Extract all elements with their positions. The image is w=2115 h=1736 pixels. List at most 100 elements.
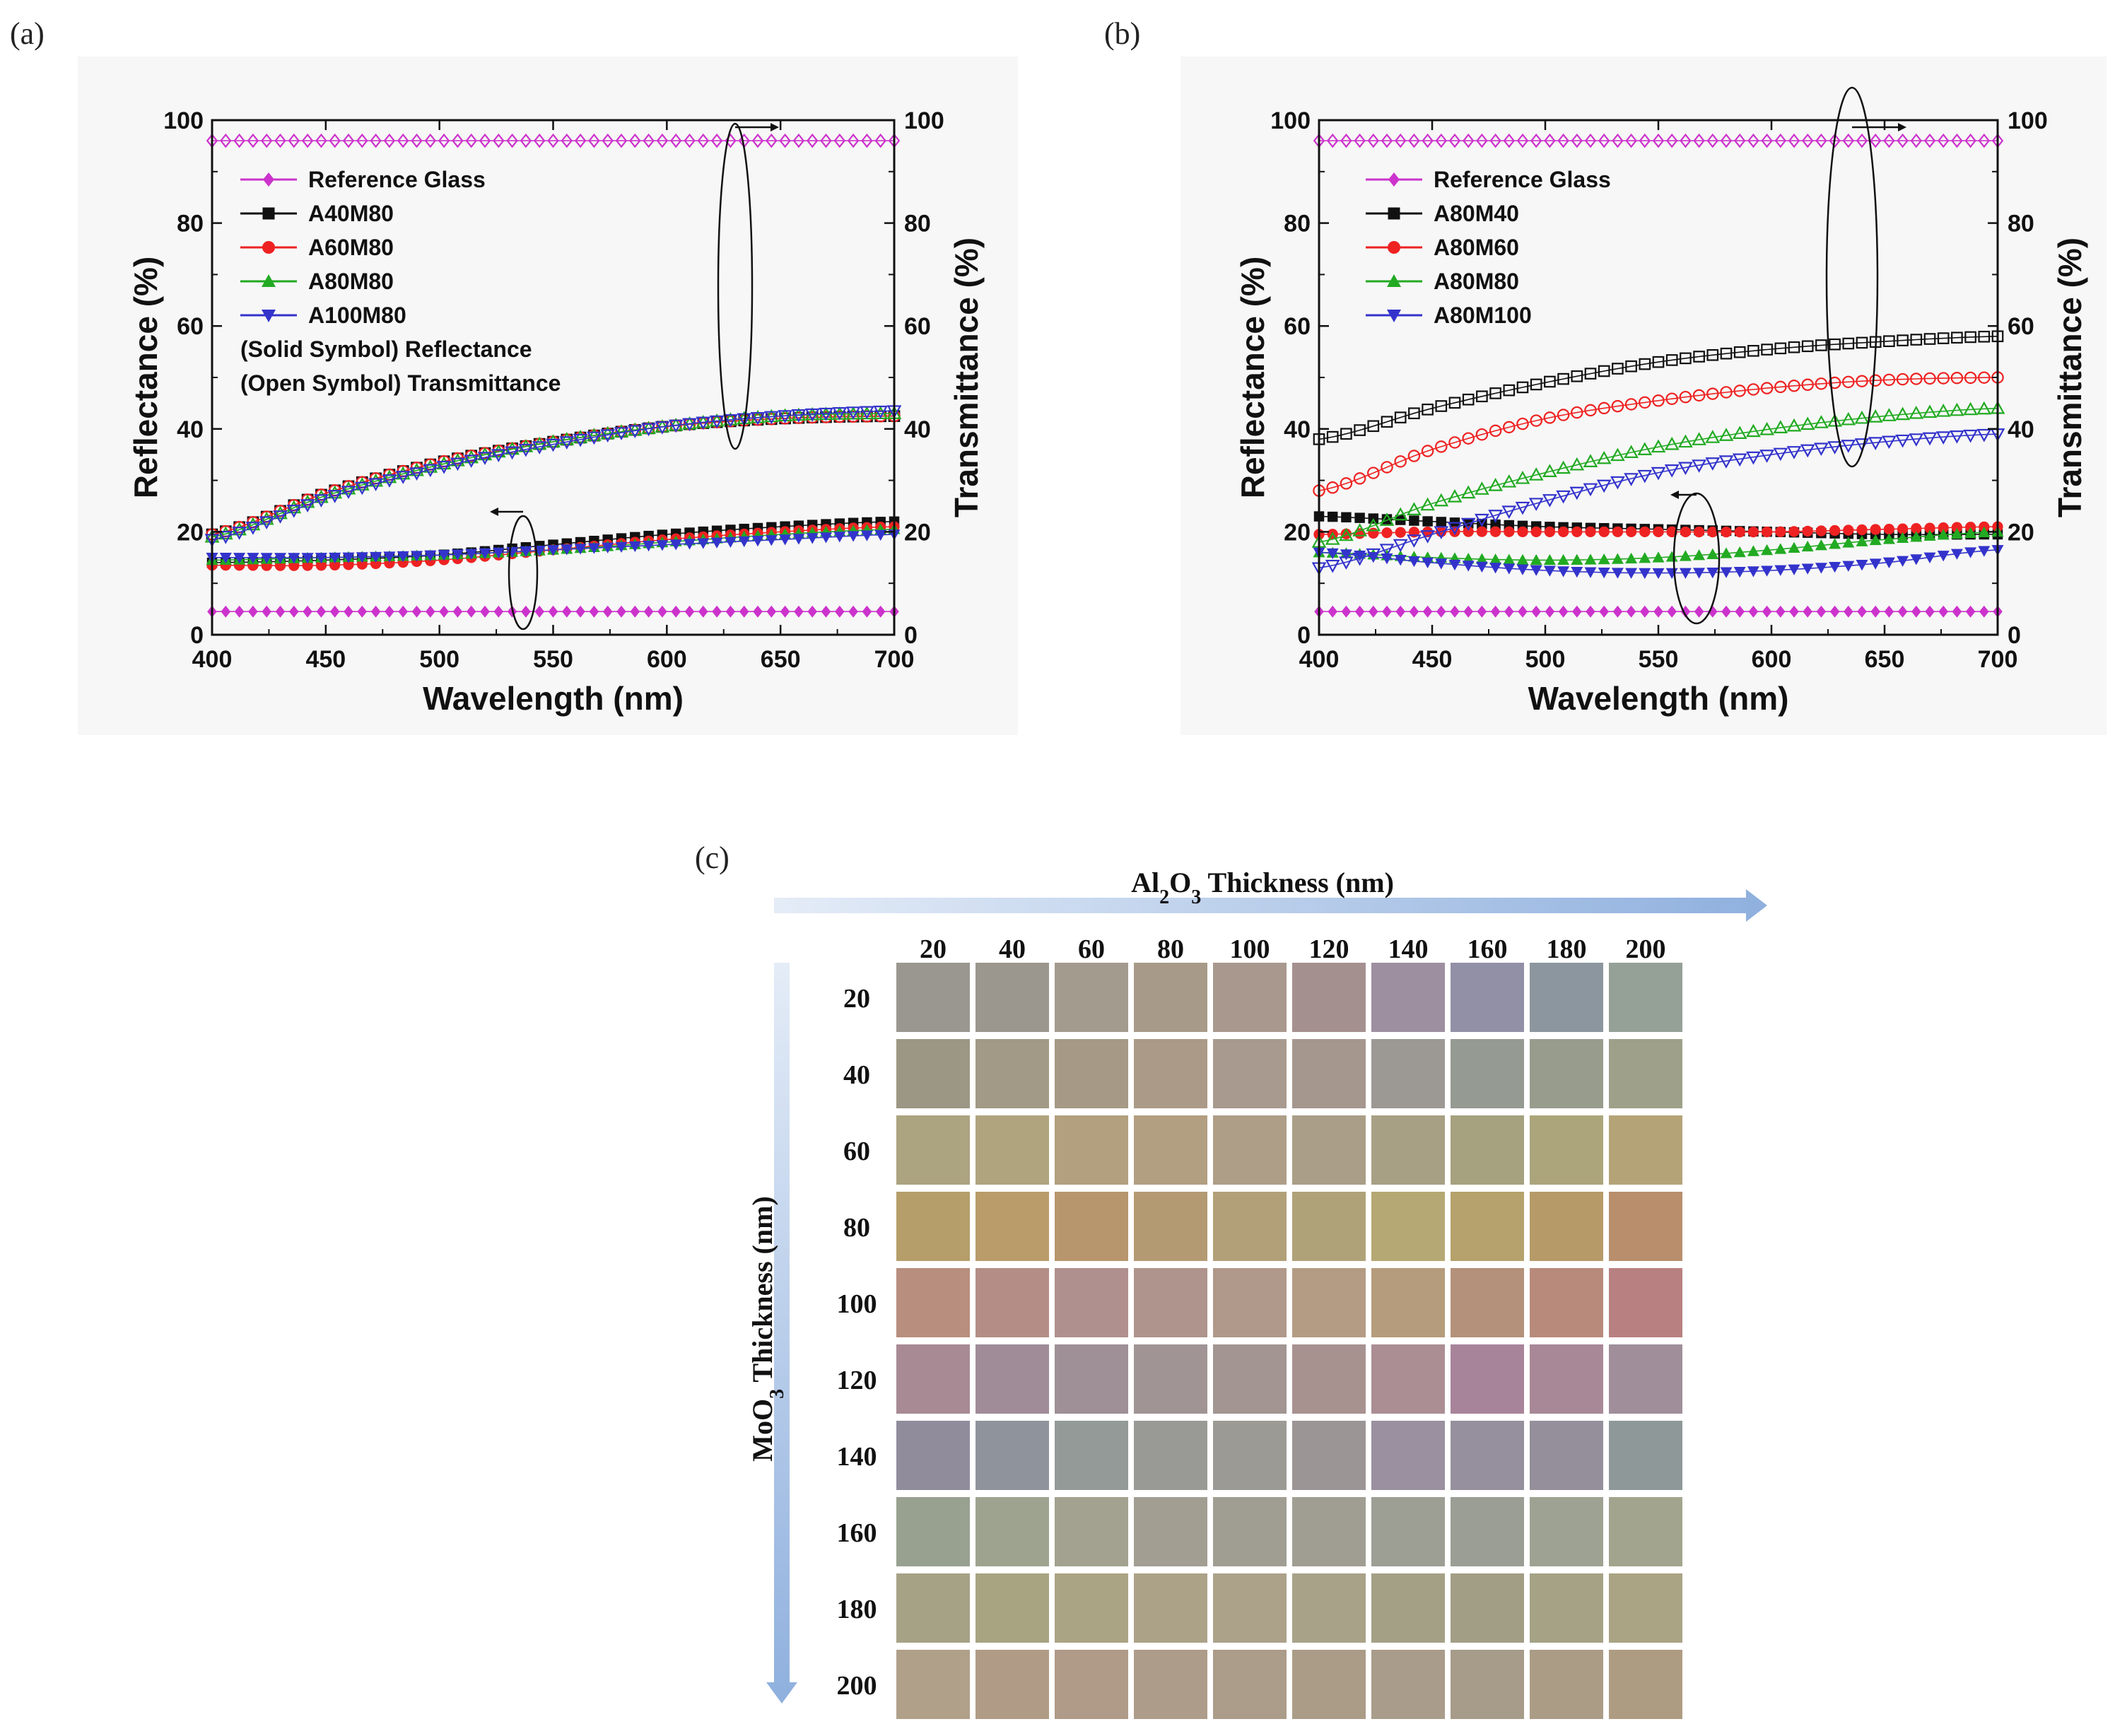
legend: Reference Glass A40M80 A60M80 A80M80 A100M80… xyxy=(240,167,561,396)
reflectance-point xyxy=(1625,526,1637,538)
reflectance-point xyxy=(1557,526,1569,538)
transmittance-point xyxy=(1366,517,1381,532)
color-cell xyxy=(1530,1573,1603,1643)
color-cell xyxy=(1609,1650,1682,1719)
reflectance-point xyxy=(1640,605,1650,618)
transmittance-point xyxy=(1598,133,1610,148)
annotation-arrowhead xyxy=(490,508,498,516)
reflectance-point xyxy=(1721,527,1732,538)
reflectance-point xyxy=(1448,559,1461,571)
transmittance-point xyxy=(1718,455,1734,469)
reflectance-point xyxy=(248,605,258,618)
transmittance-point xyxy=(1692,389,1706,402)
x-tick-label: 650 xyxy=(1865,646,1905,673)
transmittance-line xyxy=(1318,407,1998,543)
transmittance-point xyxy=(286,505,302,518)
reflectance-point xyxy=(630,605,640,618)
reflectance-point xyxy=(547,545,559,556)
color-cell xyxy=(976,1573,1049,1643)
transmittance-point xyxy=(1407,534,1422,548)
y-axis-title-part: 3 xyxy=(766,1389,788,1399)
transmittance-point xyxy=(1544,133,1556,148)
column-label: 40 xyxy=(999,934,1026,964)
transmittance-point xyxy=(1460,517,1476,532)
reflectance-point xyxy=(1679,550,1692,561)
reflectance-point xyxy=(303,605,312,618)
transmittance-point xyxy=(1856,375,1868,387)
reflectance-point xyxy=(1842,536,1855,548)
x-axis-title-part: Al xyxy=(1131,867,1159,898)
reflectance-point xyxy=(712,605,722,618)
transmittance-point xyxy=(1935,404,1951,417)
reflectance-point xyxy=(370,551,382,563)
reflectance-point xyxy=(1923,529,1936,541)
transmittance-point xyxy=(1639,133,1651,148)
transmittance-point xyxy=(1856,336,1868,349)
column-label: 80 xyxy=(1157,934,1184,964)
transmittance-point xyxy=(1420,530,1435,544)
transmittance-point xyxy=(1923,372,1936,385)
reflectance-point xyxy=(411,551,423,562)
transmittance-point xyxy=(1354,424,1366,436)
color-cell xyxy=(896,1268,970,1337)
transmittance-point xyxy=(1976,428,1992,442)
chart-a-background xyxy=(78,57,1018,735)
series-reference-glass xyxy=(206,133,901,618)
reflectance-point xyxy=(1516,564,1529,575)
transmittance-point xyxy=(1759,421,1774,435)
reflectance-point xyxy=(1733,566,1746,578)
transmittance-point xyxy=(491,444,506,458)
reflectance-point xyxy=(1679,568,1692,579)
color-cell xyxy=(1451,1650,1524,1719)
reflectance-point xyxy=(1368,527,1379,539)
reflectance-point xyxy=(738,536,751,548)
y-tick-label: 20 xyxy=(177,519,204,546)
transmittance-point xyxy=(1897,133,1909,148)
reflectance-point xyxy=(1924,522,1935,534)
transmittance-point xyxy=(1584,133,1597,148)
transmittance-point xyxy=(436,456,452,470)
reflectance-point xyxy=(1762,605,1772,618)
x-axis-title-part: Thickness (nm) xyxy=(1201,867,1394,898)
reflectance-point xyxy=(616,605,626,618)
x-tick-label: 450 xyxy=(305,646,346,673)
transmittance-point xyxy=(1923,133,1936,148)
transmittance-point xyxy=(1814,442,1829,457)
y2-tick-label: 100 xyxy=(2008,107,2048,134)
reflectance-point xyxy=(561,544,573,556)
transmittance-point xyxy=(559,432,575,445)
transmittance-point xyxy=(505,441,520,455)
legend-marker xyxy=(262,241,275,254)
color-cell xyxy=(896,1573,970,1643)
reflectance-point xyxy=(628,541,641,553)
reflectance-point xyxy=(1964,547,1977,558)
transmittance-point xyxy=(627,425,643,439)
y-tick-label: 60 xyxy=(177,313,204,340)
reflectance-point xyxy=(426,605,435,618)
transmittance-point xyxy=(1828,376,1841,389)
transmittance-point xyxy=(574,133,587,148)
transmittance-point xyxy=(395,466,411,480)
transmittance-point xyxy=(1733,346,1746,358)
transmittance-point xyxy=(532,441,547,454)
reflectance-point xyxy=(301,553,314,564)
color-cell xyxy=(1213,1115,1287,1185)
reflectance-point xyxy=(1516,553,1529,565)
transmittance-point xyxy=(627,422,643,436)
y-tick-label: 100 xyxy=(1270,107,1311,134)
transmittance-point xyxy=(1773,420,1788,433)
transmittance-point xyxy=(1503,133,1516,148)
transmittance-point xyxy=(341,486,356,500)
reflectance-point xyxy=(1489,563,1502,574)
transmittance-point xyxy=(1963,401,1978,416)
color-cell xyxy=(976,1115,1049,1185)
x-tick-label: 550 xyxy=(533,646,573,673)
transmittance-point xyxy=(696,416,711,430)
reflectance-point xyxy=(1422,605,1433,618)
transmittance-point xyxy=(1652,394,1665,407)
transmittance-point xyxy=(833,133,846,148)
column-label: 100 xyxy=(1230,934,1270,964)
reflectance-point xyxy=(725,605,736,618)
reflectance-point xyxy=(1776,605,1786,618)
